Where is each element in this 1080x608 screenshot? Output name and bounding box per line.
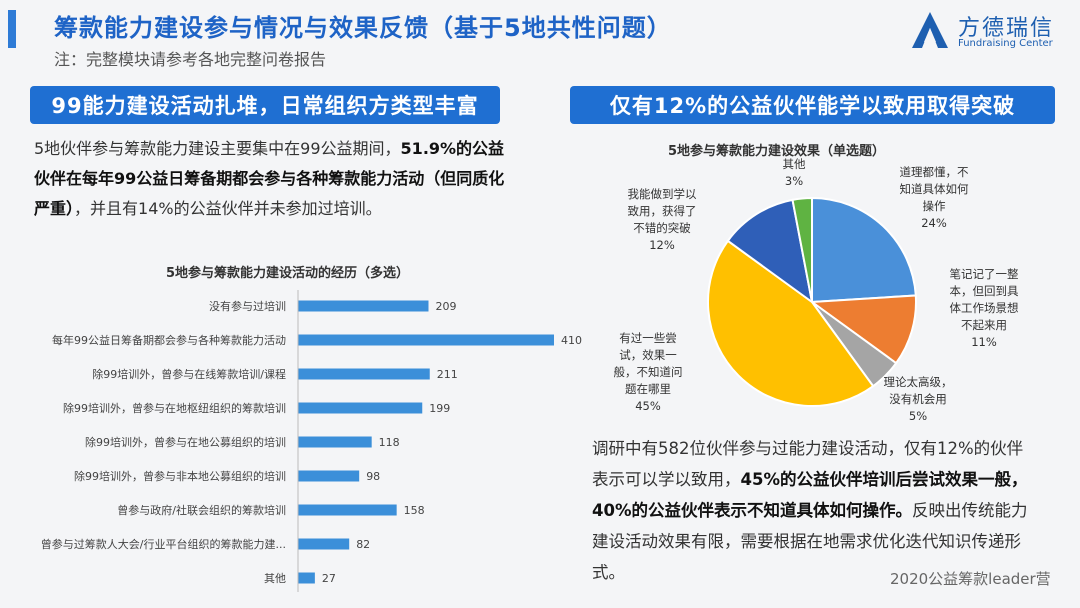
pie-slice-label: 知道具体如何 bbox=[900, 182, 969, 196]
pie-slice-label: 不起来用 bbox=[961, 318, 1007, 332]
bar bbox=[298, 538, 350, 550]
bar-value-label: 82 bbox=[356, 538, 370, 551]
pie-slice-label: 操作 bbox=[923, 199, 946, 213]
pie-slice-label: 试，效果一 bbox=[619, 348, 677, 362]
bar-category-label: 除99培训外，曾参与在地公募组织的培训 bbox=[85, 435, 286, 449]
bar bbox=[298, 572, 315, 584]
bar-value-label: 211 bbox=[437, 368, 458, 381]
bar-value-label: 118 bbox=[379, 436, 400, 449]
bar bbox=[298, 334, 554, 346]
pie-slice bbox=[707, 239, 875, 407]
left-paragraph: 5地伙伴参与筹款能力建设主要集中在99公益期间，51.9%的公益伙伴在每年99公… bbox=[34, 134, 512, 224]
pie-slice-label: 有过一些尝 bbox=[619, 331, 677, 345]
pie-slice-label: 24% bbox=[921, 216, 947, 230]
footer-label: 2020公益筹款leader营 bbox=[890, 570, 1051, 588]
pie-slice bbox=[726, 198, 814, 305]
bar-category-label: 除99培训外，曾参与在线筹款培训/课程 bbox=[92, 367, 286, 381]
pie-slice-label: 般，不知道问 bbox=[614, 365, 683, 379]
left-banner: 99能力建设活动扎堆，日常组织方类型丰富 bbox=[30, 86, 500, 124]
bar-category-label: 没有参与过培训 bbox=[209, 299, 286, 313]
pie-slice-label: 5% bbox=[909, 409, 927, 423]
pie-slice-label: 道理都懂，不 bbox=[900, 165, 969, 179]
pie-slice-label: 致用，获得了 bbox=[628, 204, 697, 218]
bar-value-label: 98 bbox=[366, 470, 380, 483]
right-para-text-1: 调研中有582位伙伴参与过能力建设活动，仅有12%的伙伴表示可以学以致用， bbox=[592, 439, 1024, 489]
pie-slice-label: 本，但回到具 bbox=[950, 284, 1019, 298]
pie-slice bbox=[791, 196, 813, 303]
bar bbox=[298, 504, 397, 516]
bar-value-label: 209 bbox=[435, 300, 456, 313]
bar-value-label: 158 bbox=[404, 504, 425, 517]
bar-value-label: 27 bbox=[322, 572, 336, 585]
bar-category-label: 除99培训外，曾参与在地枢纽组织的筹款培训 bbox=[63, 401, 286, 415]
title-accent-bar bbox=[8, 10, 16, 48]
pie-slice bbox=[811, 196, 917, 304]
right-banner: 仅有12%的公益伙伴能学以致用取得突破 bbox=[570, 86, 1055, 124]
pie-slice-label: 我能做到学以 bbox=[628, 187, 697, 201]
bar bbox=[298, 436, 372, 448]
bar-chart: 没有参与过培训 209 每年99公益日筹备期都会参与各种筹款能力活动 410 除99培训… bbox=[41, 290, 582, 592]
pie-slice-label: 11% bbox=[971, 335, 997, 349]
pie-slice-label: 不错的突破 bbox=[633, 221, 691, 235]
pie-slice-label: 没有机会用 bbox=[889, 392, 947, 406]
pie-slice-label: 12% bbox=[649, 238, 675, 252]
pie-slice-label: 45% bbox=[635, 399, 661, 413]
bar-category-label: 每年99公益日筹备期都会参与各种筹款能力活动 bbox=[52, 333, 286, 347]
left-para-bold: 51.9%的公益伙伴在每年99公益日筹备期都会参与各种筹款能力活动（但同质化严重… bbox=[34, 139, 505, 218]
logo-mark-icon bbox=[912, 12, 948, 48]
bar bbox=[298, 368, 430, 380]
right-para-bold: 45%的公益伙伴培训后尝试效果一般，40%的公益伙伴表示不知道具体如何操作。 bbox=[592, 470, 1028, 520]
bar bbox=[298, 402, 423, 414]
left-para-text-2: ，并且有14%的公益伙伴并未参加过培训。 bbox=[74, 199, 382, 218]
pie-chart-title: 5地参与筹款能力建设效果（单选题） bbox=[668, 144, 886, 159]
pie-slice bbox=[809, 294, 917, 365]
bar-category-label: 其他 bbox=[264, 572, 286, 585]
pie-slice-label: 理论太高级， bbox=[884, 375, 953, 389]
bar bbox=[298, 470, 360, 482]
pie-slice-label: 其他 bbox=[783, 157, 806, 171]
bar-chart-title: 5地参与筹款能力建设活动的经历（多选） bbox=[166, 266, 410, 281]
logo-english: Fundraising Center bbox=[958, 38, 1053, 49]
pie-slice-label: 3% bbox=[785, 174, 803, 188]
right-paragraph: 调研中有582位伙伴参与过能力建设活动，仅有12%的伙伴表示可以学以致用，45%… bbox=[592, 433, 1037, 588]
right-para-text-2: 反映出传统能力建设活动效果有限，需要根据在地需求优化迭代知识传递形式。 bbox=[592, 501, 1028, 582]
bar-category-label: 除99培训外，曾参与非本地公募组织的培训 bbox=[74, 469, 286, 483]
bar-value-label: 199 bbox=[429, 402, 450, 415]
page-subtitle: 注：完整模块请参考各地完整问卷报告 bbox=[54, 50, 327, 69]
pie-slice-label: 体工作场景想 bbox=[950, 301, 1019, 315]
brand-logo: 方德瑞信 Fundraising Center bbox=[908, 10, 1068, 54]
logo-name: 方德瑞信 bbox=[958, 16, 1055, 41]
left-para-text-1: 5地伙伴参与筹款能力建设主要集中在99公益期间， bbox=[34, 139, 401, 158]
bar-category-label: 曾参与政府/社联会组织的筹款培训 bbox=[117, 503, 286, 517]
page-title: 筹款能力建设参与情况与效果反馈（基于5地共性问题） bbox=[54, 14, 672, 42]
bar-category-label: 曾参与过筹款人大会/行业平台组织的筹款能力建... bbox=[41, 537, 286, 551]
bar-value-label: 410 bbox=[561, 334, 582, 347]
pie-slice-label: 题在哪里 bbox=[625, 382, 671, 396]
pie-slice-label: 笔记记了一整 bbox=[950, 267, 1019, 281]
bar bbox=[298, 300, 429, 312]
